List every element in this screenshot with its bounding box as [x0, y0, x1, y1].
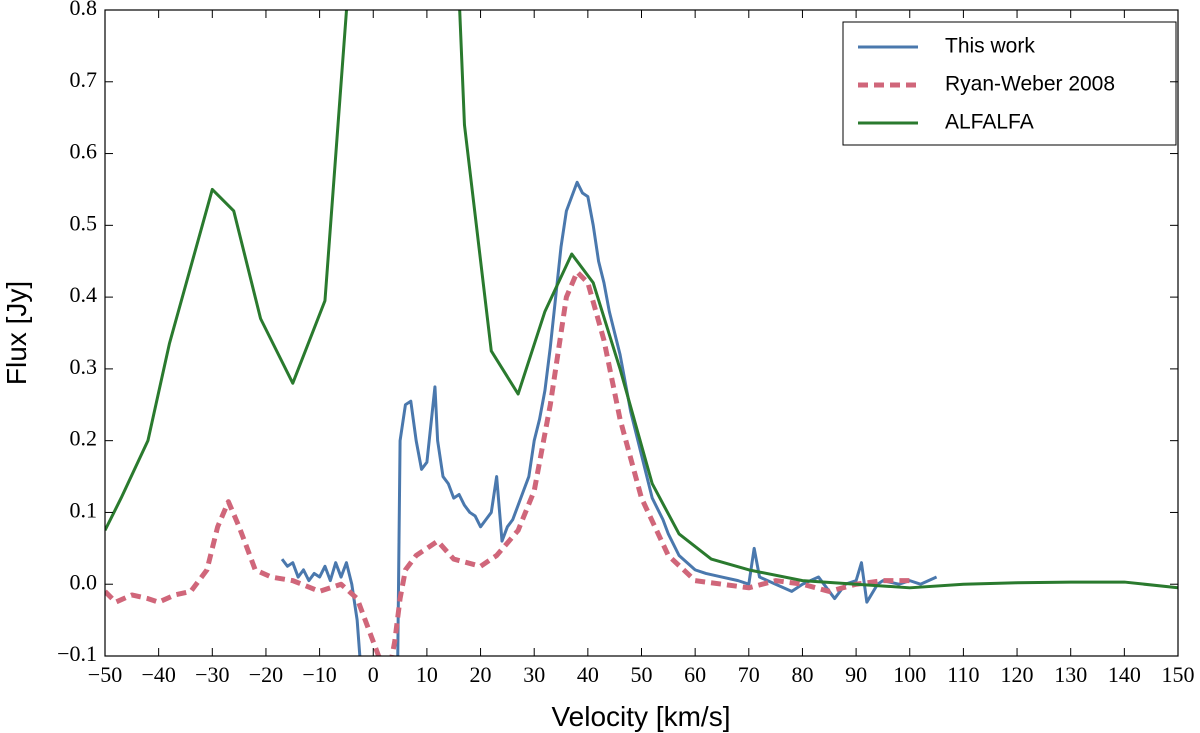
y-tick-label: 0.2	[70, 426, 98, 451]
x-tick-label: −30	[195, 662, 229, 687]
x-tick-label: −10	[302, 662, 336, 687]
y-tick-label: −0.1	[57, 641, 97, 666]
y-tick-label: 0.7	[70, 67, 98, 92]
y-tick-label: 0.8	[70, 0, 98, 20]
plot-area	[105, 10, 1178, 656]
y-tick-label: 0.4	[70, 282, 98, 307]
y-tick-label: 0.3	[70, 354, 98, 379]
x-tick-label: 10	[416, 662, 438, 687]
x-tick-label: 50	[631, 662, 653, 687]
series-line	[105, 269, 910, 656]
x-tick-label: 130	[1054, 662, 1087, 687]
x-tick-label: 80	[791, 662, 813, 687]
series-line	[105, 10, 1178, 590]
x-tick-label: 90	[845, 662, 867, 687]
x-tick-label: 110	[947, 662, 979, 687]
y-tick-label: 0.0	[70, 569, 98, 594]
x-tick-label: 40	[577, 662, 599, 687]
x-axis-label: Velocity [km/s]	[552, 701, 731, 732]
x-tick-label: −50	[88, 662, 122, 687]
legend-label: ALFALFA	[945, 111, 1034, 134]
x-tick-label: 70	[738, 662, 760, 687]
x-tick-label: −40	[141, 662, 175, 687]
y-tick-label: 0.5	[70, 210, 98, 235]
y-axis-label: Flux [Jy]	[1, 281, 32, 385]
y-tick-label: 0.6	[70, 139, 98, 164]
x-tick-label: 140	[1108, 662, 1141, 687]
x-tick-label: −20	[249, 662, 283, 687]
legend-label: This work	[945, 35, 1035, 58]
x-tick-label: 20	[470, 662, 492, 687]
x-tick-label: 120	[1001, 662, 1034, 687]
legend-label: Ryan-Weber 2008	[945, 73, 1115, 96]
y-tick-label: 0.1	[70, 497, 98, 522]
x-tick-label: 100	[893, 662, 926, 687]
x-tick-label: 60	[684, 662, 706, 687]
series-line	[280, 180, 938, 656]
x-tick-label: 30	[523, 662, 545, 687]
x-tick-label: 0	[368, 662, 379, 687]
x-tick-label: 150	[1162, 662, 1195, 687]
legend: This work Ryan-Weber 2008 ALFALFA	[842, 21, 1177, 146]
